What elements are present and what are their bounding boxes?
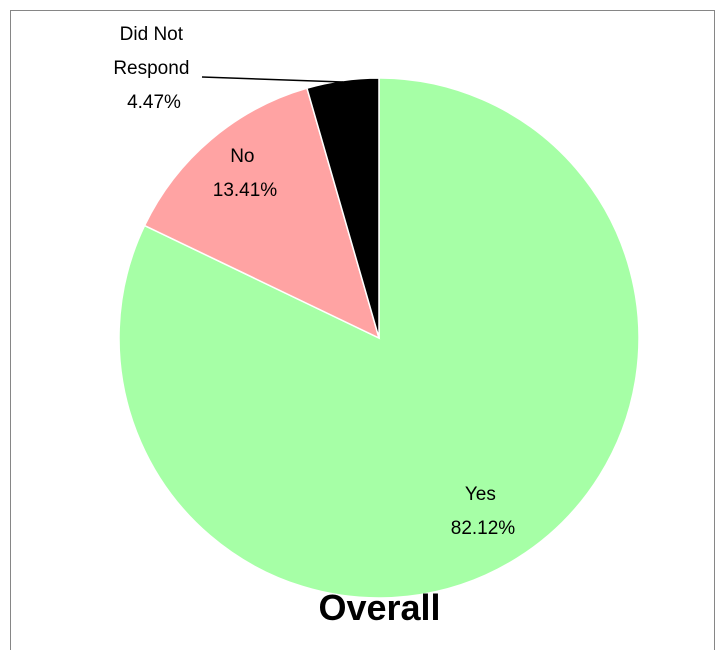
data-label-did-not-respond: Did Not Respond 4.47% — [113, 24, 194, 113]
pie-slice-did-not-respond — [306, 77, 380, 339]
data-label-no-value: 13.41% — [213, 180, 278, 201]
chart-title: Overall — [318, 587, 441, 628]
data-label-did-not-respond-name-line1: Did Not — [120, 24, 184, 45]
pie-slice-no — [143, 87, 381, 340]
leader-line-did-not-respond — [201, 76, 344, 83]
data-label-yes-name: Yes — [465, 484, 496, 505]
data-label-yes: Yes 82.12% — [451, 484, 516, 539]
data-label-did-not-respond-name-line2: Respond — [113, 58, 189, 79]
data-label-yes-value: 82.12% — [451, 518, 516, 539]
data-label-no: No 13.41% — [213, 146, 278, 201]
pie-slices — [118, 77, 640, 599]
data-label-did-not-respond-value: 4.47% — [127, 92, 181, 113]
data-label-no-name: No — [230, 146, 254, 167]
